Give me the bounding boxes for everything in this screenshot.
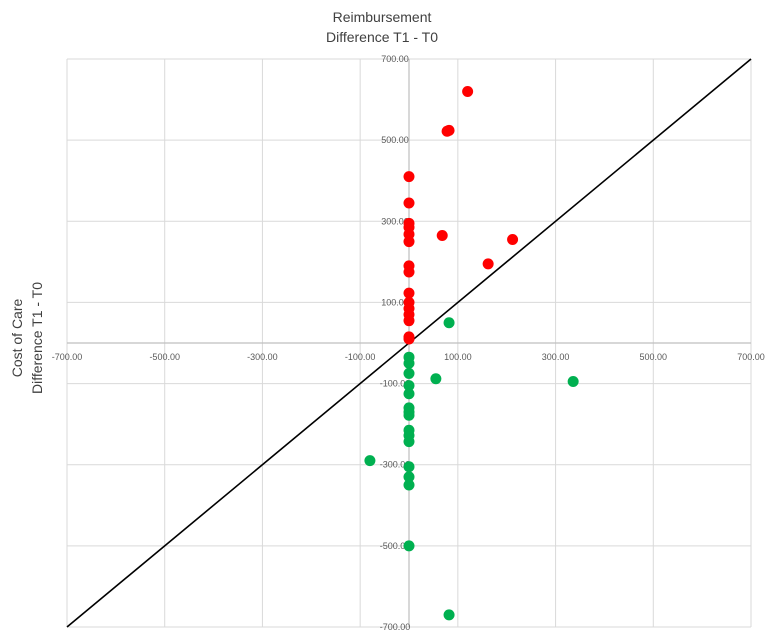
green-data-point (403, 380, 415, 392)
y-tick-label: 500.00 (381, 135, 409, 145)
green-data-point (403, 479, 415, 491)
x-tick-label: 300.00 (542, 352, 570, 362)
green-data-point (403, 436, 415, 448)
green-data-point (430, 373, 442, 385)
green-data-point (403, 357, 415, 369)
y-tick-label: 100.00 (381, 297, 409, 307)
x-tick-label: -300.00 (247, 352, 278, 362)
green-data-point (403, 367, 415, 379)
red-data-point (403, 266, 415, 278)
red-data-point (441, 125, 453, 137)
y-tick-label: -300.00 (380, 460, 411, 470)
green-data-point (403, 461, 415, 473)
red-data-point (403, 197, 415, 209)
chart-title-line-2: Difference T1 - T0 (326, 29, 438, 45)
y-tick-label: -700.00 (380, 622, 411, 631)
y-tick-label: -100.00 (380, 379, 411, 389)
red-data-point (403, 236, 415, 248)
red-data-point (403, 287, 415, 299)
green-data-point (403, 388, 415, 400)
red-data-point (403, 315, 415, 327)
green-data-point (443, 317, 455, 329)
y-tick-label: 700.00 (381, 54, 409, 64)
green-data-point (443, 609, 455, 621)
x-tick-label: -100.00 (345, 352, 376, 362)
green-data-point (567, 376, 579, 388)
chart-title-line-1: Reimbursement (333, 9, 432, 25)
x-tick-label: 500.00 (640, 352, 668, 362)
y-axis-label-line-2: Difference T1 - T0 (29, 282, 45, 394)
x-tick-label: 700.00 (737, 352, 765, 362)
y-tick-label: 300.00 (381, 216, 409, 226)
data-points (364, 85, 579, 621)
green-data-point (364, 455, 376, 467)
red-data-point (507, 234, 519, 246)
green-data-point (403, 471, 415, 483)
y-axis-label: Cost of Care Difference T1 - T0 (9, 282, 45, 394)
green-data-point (403, 540, 415, 552)
red-data-point (403, 333, 415, 345)
x-tick-label: -700.00 (52, 352, 83, 362)
x-tick-label: 100.00 (444, 352, 472, 362)
x-tick-label: -500.00 (149, 352, 180, 362)
y-tick-label: -500.00 (380, 541, 411, 551)
red-data-point (462, 85, 474, 97)
red-data-point (482, 258, 494, 270)
green-data-point (403, 409, 415, 421)
tick-labels: -700.00 -500.00 -300.00 -100.00 100.00 300.00… (52, 54, 765, 631)
red-data-point (403, 171, 415, 183)
y-axis-label-line-1: Cost of Care (9, 298, 25, 377)
red-data-point (436, 229, 448, 241)
